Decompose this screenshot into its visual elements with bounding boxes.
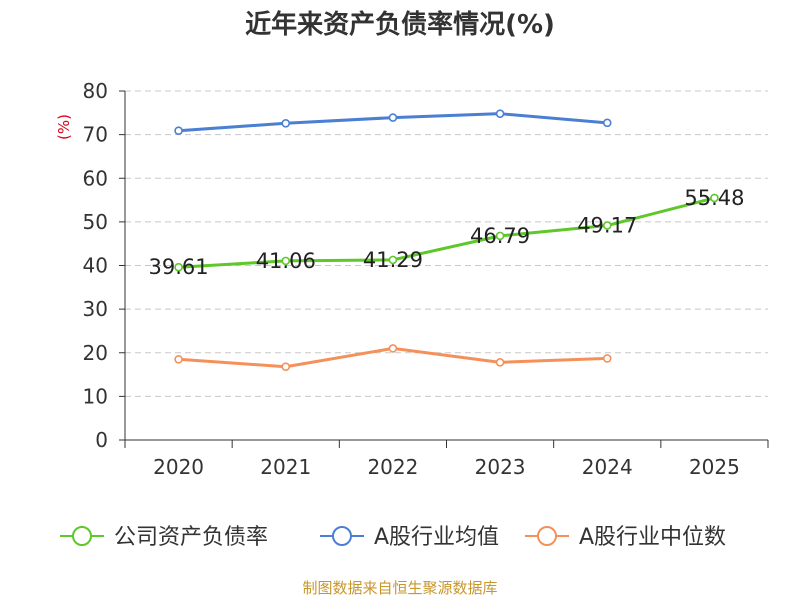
data-point [495, 358, 505, 367]
data-point [174, 354, 183, 364]
y-tick-label: 40 [83, 254, 108, 278]
series-0 [174, 193, 719, 272]
series-2 [174, 344, 612, 372]
data-point [388, 344, 398, 353]
legend-label: 公司资产负债率 [114, 525, 268, 550]
data-label: 39.61 [149, 255, 209, 279]
legend-swatch-marker [537, 526, 557, 546]
y-tick-label: 50 [83, 210, 108, 234]
data-label: 46.79 [470, 224, 530, 248]
data-point [174, 126, 183, 135]
y-tick-label: 0 [95, 428, 108, 452]
data-point [281, 256, 291, 266]
data-label: 41.06 [256, 249, 316, 273]
y-tick-label: 30 [83, 297, 108, 321]
data-point [388, 113, 398, 122]
data-label: 55.48 [684, 186, 744, 210]
y-axis-label: (%) [55, 114, 73, 140]
source-note: 制图数据来自恒生聚源数据库 [302, 579, 497, 597]
data-point [281, 118, 291, 128]
legend-item-0: 公司资产负债率 [60, 525, 268, 550]
data-point [602, 354, 612, 363]
y-tick-label: 60 [83, 166, 108, 190]
y-tick-label: 80 [83, 79, 108, 103]
data-label: 49.17 [577, 213, 637, 237]
legend-swatch-marker [72, 526, 92, 546]
y-tick-label: 70 [83, 123, 108, 147]
x-tick-label: 2020 [153, 455, 204, 479]
x-tick-label: 2024 [582, 455, 633, 479]
data-point [710, 193, 719, 203]
axes: 0 10 20 30 40 50 60 70 80 2020 2021 2022 2023 2024 202… [83, 79, 769, 479]
legend: 公司资产负债率 A股行业均值 A股行业中位数 [60, 525, 726, 550]
legend-swatch-marker [332, 526, 352, 546]
chart-title: 近年来资产负债率情况(%) [245, 9, 555, 40]
y-tick-label: 10 [83, 384, 108, 408]
grid-lines [125, 90, 768, 397]
legend-label: A股行业均值 [374, 525, 499, 550]
data-point [495, 109, 505, 118]
data-point [281, 362, 291, 372]
legend-label: A股行业中位数 [579, 525, 726, 550]
y-tick-label: 20 [83, 341, 108, 365]
x-tick-label: 2023 [475, 455, 526, 479]
series-line [178, 196, 715, 269]
legend-item-2: A股行业中位数 [525, 525, 726, 550]
data-labels: 39.61 41.06 41.29 46.79 49.17 55.48 [149, 186, 745, 279]
data-point [602, 118, 612, 128]
x-tick-label: 2025 [689, 455, 740, 479]
data-point [388, 255, 398, 265]
data-point [495, 231, 505, 241]
legend-item-1: A股行业均值 [320, 525, 499, 550]
x-tick-label: 2022 [367, 455, 418, 479]
series-1 [174, 109, 612, 135]
data-point [174, 262, 183, 272]
data-label: 41.29 [363, 248, 423, 272]
series-group [174, 109, 719, 372]
x-tick-label: 2021 [260, 455, 311, 479]
data-point [602, 221, 612, 230]
